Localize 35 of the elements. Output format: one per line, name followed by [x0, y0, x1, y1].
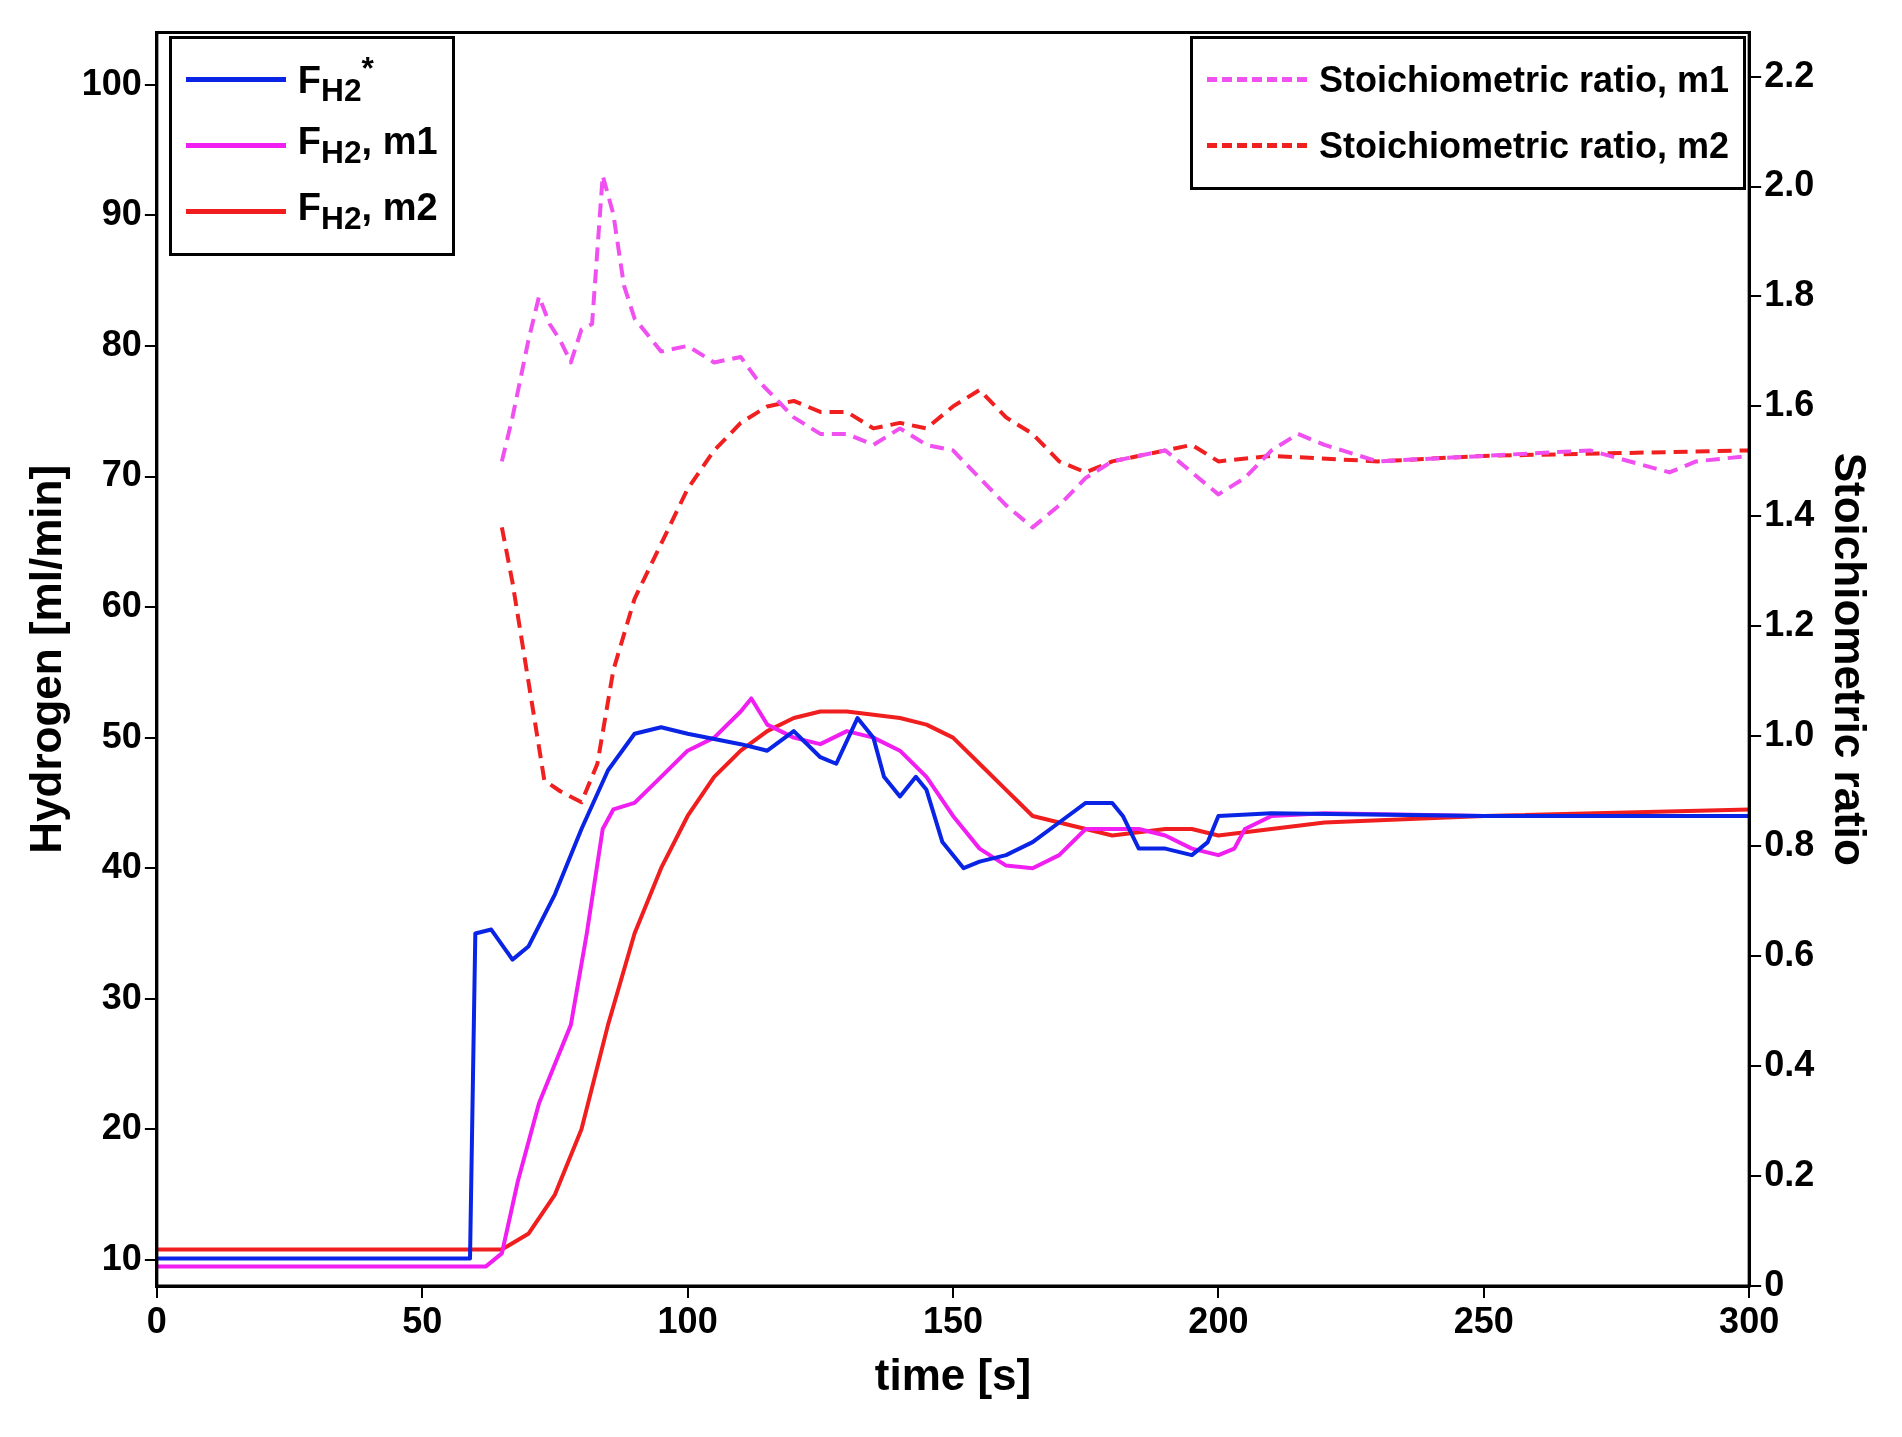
- y2-tick-label: 0.6: [1764, 933, 1815, 975]
- y2-tick-label: 1.0: [1764, 713, 1815, 755]
- x-tick-label: 0: [146, 1299, 167, 1341]
- x-tick-label: 250: [1453, 1299, 1514, 1341]
- x-tick-label: 200: [1188, 1299, 1249, 1341]
- y2-tick-label: 1.4: [1764, 493, 1815, 535]
- y-tick-label: 60: [101, 584, 142, 625]
- y2-tick-label: 1.2: [1764, 603, 1815, 645]
- y2-tick-label: 1.8: [1764, 273, 1815, 315]
- x-tick-label: 50: [402, 1299, 443, 1341]
- legend-label: F$_{H2}$, m1: [297, 120, 438, 171]
- y-axis-title: Hydrogen [ml/min]: [20, 464, 70, 854]
- legend-label: Stoichiometric ratio, m2: [1319, 124, 1730, 167]
- x-tick-label: 100: [657, 1299, 718, 1341]
- y-tick-label: 100: [81, 61, 142, 103]
- y-tick-label: 70: [101, 453, 142, 495]
- x-tick-label: 150: [922, 1299, 984, 1341]
- y-tick-label: 10: [101, 1236, 142, 1278]
- y2-tick-label: 1.6: [1764, 383, 1815, 425]
- y2-tick-label: 0.4: [1764, 1043, 1815, 1085]
- y2-tick-label: 0.2: [1764, 1152, 1815, 1194]
- y-tick-label: 50: [101, 714, 142, 756]
- y2-tick-label: 0.8: [1764, 823, 1815, 865]
- legend-label: Stoichiometric ratio, m1: [1319, 58, 1730, 101]
- y-tick-label: 80: [101, 322, 142, 364]
- line-series: [499, 387, 1750, 805]
- y2-axis-title: Stoichiometric ratio: [1826, 452, 1876, 866]
- x-axis-title: time [s]: [874, 1349, 1032, 1399]
- y2-tick-label: 2.0: [1764, 163, 1815, 205]
- y2-tick-label: 2.2: [1764, 53, 1815, 95]
- legend-label: F$_{H2}$, m2: [297, 186, 438, 237]
- y-tick-label: 20: [101, 1106, 142, 1148]
- y-tick-label: 90: [101, 192, 142, 234]
- y-tick-label: 40: [101, 845, 142, 887]
- y-tick-label: 30: [101, 975, 142, 1017]
